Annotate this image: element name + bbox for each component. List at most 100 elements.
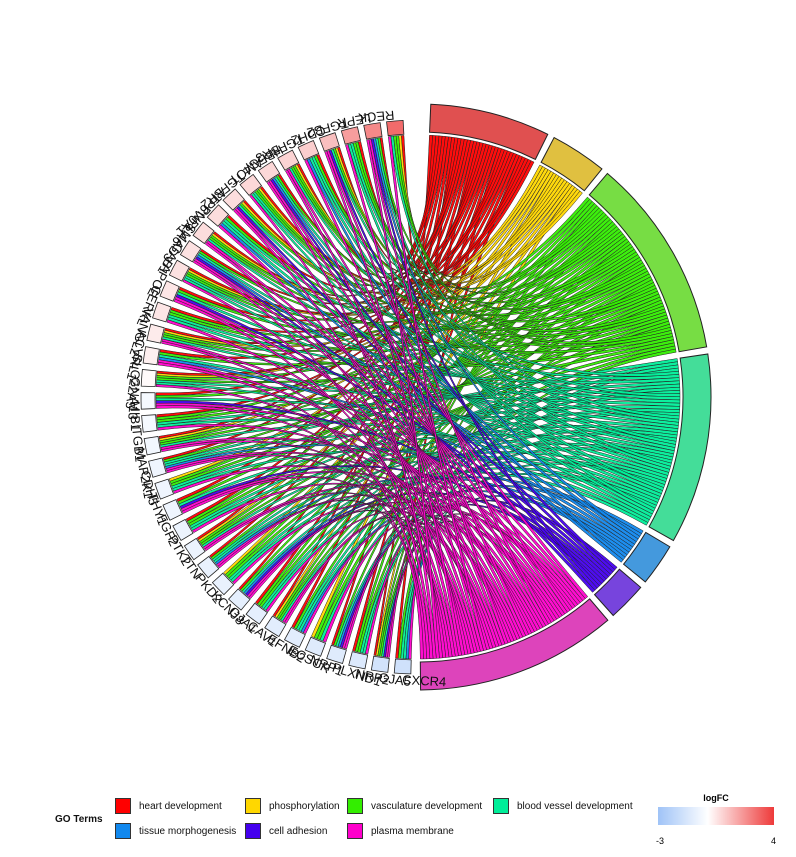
ribbon-gja5-plasma-membrane [387, 526, 466, 658]
ribbon-mib1-plasma-membrane [155, 405, 453, 658]
ribbon-efnb2-plasma-membrane [284, 516, 469, 656]
ribbon-hbegf-vasculature-development [290, 166, 673, 348]
ribbon-vangl2-plasma-membrane [166, 319, 524, 639]
ribbon-cdh5-tissue-morphogenesis [165, 444, 634, 550]
ribbon-pnpla6-heart-development [227, 149, 508, 294]
gene-box-lepr [363, 122, 383, 140]
ribbon-cdh2-cell-adhesion [328, 149, 616, 573]
ribbon-map2k1-blood-vessel-development [160, 415, 679, 448]
ribbon-cdh2-plasma-membrane [326, 150, 571, 613]
ribbon-gja1-blood-vessel-development [241, 442, 674, 594]
ribbon-gja1-tissue-morphogenesis [243, 476, 644, 595]
ribbon-mib1-cell-adhesion [155, 400, 609, 580]
ribbon-lepr-blood-vessel-development [375, 137, 672, 467]
legend-swatch [115, 823, 131, 839]
legend-swatch [347, 798, 363, 814]
ribbon-cdh2-plasma-membrane [324, 151, 462, 657]
ribbon-smad3-plasma-membrane [206, 240, 586, 602]
term-arc-plasma-membrane [419, 598, 609, 691]
ribbon-pkd2-plasma-membrane [216, 494, 538, 633]
ribbon-amot-plasma-membrane [266, 181, 437, 659]
ribbon-smad3-plasma-membrane [204, 241, 481, 653]
legend-label: vasculature development [371, 800, 483, 812]
legend-item-heart-development: heart development [115, 798, 222, 814]
gene-box-vangl2 [152, 301, 172, 323]
gene-box-fgf2 [162, 499, 183, 521]
ribbon-fgf2-plasma-membrane [181, 476, 450, 658]
ribbon-map2k1-plasma-membrane [161, 440, 475, 654]
ribbon-gna13-vasculature-development [156, 214, 609, 380]
gene-box-atp6v0a1 [222, 188, 245, 211]
ribbon-nrp1-plasma-membrane [322, 520, 491, 651]
ribbon-tgfbr3-heart-development [316, 148, 505, 275]
ribbon-tgfbr3-blood-vessel-development [311, 156, 680, 377]
ribbon-itgb1-plasma-membrane [157, 424, 521, 640]
gene-box-gna13 [140, 369, 157, 388]
ribbon-lepr-plasma-membrane [368, 138, 552, 625]
gene-label-nrp2: NRP2 [354, 666, 391, 688]
ribbon-tgfbr3-blood-vessel-development [309, 157, 665, 491]
gene-box-gja1 [228, 588, 251, 611]
ribbon-tgfbr2-plasma-membrane [249, 194, 506, 646]
legend-item-blood-vessel-development: blood vessel development [493, 798, 633, 814]
gene-box-amot [257, 160, 281, 183]
legend-swatch [245, 798, 261, 814]
gene-label-gja5: GJA5 [378, 670, 412, 689]
ribbon-tgfb2-vasculature-development [352, 142, 666, 332]
ribbon-thy1-vasculature-development [170, 317, 670, 487]
gene-box-ecscr [283, 626, 306, 648]
gene-box-pkd2 [197, 555, 220, 579]
gene-box-gja5 [370, 655, 390, 673]
ribbon-cav1-blood-vessel-development [263, 467, 659, 611]
gene-box-apoe [168, 259, 190, 282]
term-arc-phosphorylation [540, 136, 603, 192]
ribbon-tgfb2-plasma-membrane [345, 144, 509, 645]
ribbon-pnpla6-plasma-membrane [218, 224, 527, 638]
ribbon-ttn-plasma-membrane [204, 492, 472, 655]
gene-box-ttn [183, 537, 206, 561]
gene-box-kcnj8 [211, 572, 235, 596]
ribbon-pnpla6-blood-vessel-development [221, 220, 664, 494]
gene-box-efnb2 [264, 615, 287, 638]
legend-item-cell-adhesion: cell adhesion [245, 823, 327, 839]
ribbon-slc22a5-tissue-morphogenesis [158, 356, 635, 548]
ribbon-tgfb2-blood-vessel-development [350, 142, 681, 398]
ribbon-tgfbr2-blood-vessel-development [251, 192, 655, 515]
term-arc-tissue-morphogenesis [622, 531, 671, 583]
ribbon-cerkl-vasculature-development [177, 248, 637, 337]
ribbon-ttn-blood-vessel-development [201, 425, 678, 548]
term-arcs-layer [419, 103, 712, 691]
ribbon-vangl2-blood-vessel-development [167, 316, 662, 497]
ribbon-lepr-vasculature-development [377, 137, 645, 310]
ribbon-gja5-phosphorylation [375, 186, 578, 657]
gene-box-ptk2 [172, 518, 194, 541]
gene-box-gab1 [179, 240, 202, 263]
ribbon-slc22a5-plasma-membrane [157, 362, 431, 660]
ribbon-smad3-blood-vessel-development [207, 238, 680, 426]
gene-box-nrp2 [348, 651, 369, 670]
gene-box-pnpla6 [206, 204, 230, 227]
ribbon-thy1-plasma-membrane [173, 465, 497, 649]
ribbon-acvrl1-plasma-membrane [161, 340, 478, 654]
ribbon-amot-blood-vessel-development [274, 176, 671, 470]
ribbon-tgfbr3-plasma-membrane [304, 159, 530, 637]
ribbon-gab1-plasma-membrane [192, 260, 434, 659]
gene-label-cxcr4: CXCR4 [402, 672, 447, 689]
gene-box-tgfbr2 [239, 173, 263, 196]
gene-box-map2k1 [143, 436, 162, 456]
gene-box-cdh2 [318, 132, 340, 152]
ribbon-fgf2-plasma-membrane [180, 471, 560, 620]
gene-label-mib1: MIB1 [128, 401, 143, 432]
ribbon-tgfbr3-tissue-morphogenesis [306, 158, 626, 561]
ribbon-cdh5-vasculature-development [163, 273, 652, 463]
ribbon-map2k1-plasma-membrane [160, 437, 581, 605]
legend-label: plasma membrane [371, 825, 454, 837]
ribbon-cerkl-plasma-membrane [174, 296, 566, 617]
ribbon-tgfb2-vasculature-development [355, 141, 602, 290]
go-terms-legend: GO Terms heart development phosphorylatio… [55, 795, 655, 845]
ribbon-gja1-plasma-membrane [248, 509, 447, 659]
ribbon-atp6v0a1-cell-adhesion [236, 205, 614, 575]
gene-box-smad3 [192, 221, 215, 245]
ribbon-cdh2-blood-vessel-development [330, 148, 677, 445]
ribbon-cdh5-plasma-membrane [165, 451, 541, 631]
